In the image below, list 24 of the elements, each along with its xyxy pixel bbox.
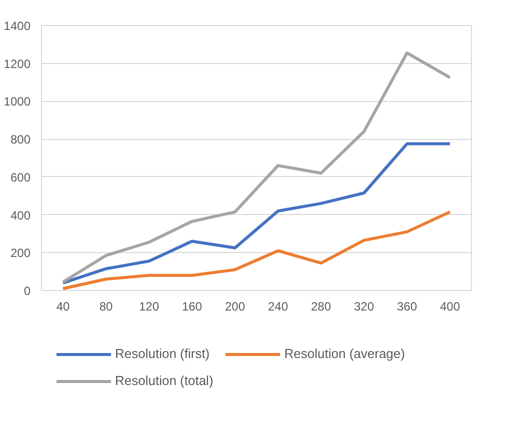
line-series — [62, 210, 452, 290]
x-tick-label: 80 — [99, 300, 113, 314]
x-tick-label: 200 — [224, 300, 246, 314]
line-series — [62, 51, 452, 284]
x-tick-label: 320 — [354, 300, 374, 314]
legend-label: Resolution (total) — [115, 373, 214, 388]
x-tick-label: 360 — [396, 300, 418, 314]
x-tick-label: 280 — [310, 300, 332, 314]
y-tick-label: 1400 — [4, 19, 31, 33]
y-tick-label: 1000 — [4, 94, 31, 109]
x-tick-label: 120 — [138, 300, 160, 314]
y-tick-label: 0 — [24, 284, 31, 298]
x-tick-label: 400 — [440, 300, 460, 314]
y-tick-label: 600 — [10, 170, 31, 184]
x-tick-label: 40 — [56, 300, 70, 314]
line-series — [62, 142, 452, 284]
y-tick-label: 800 — [10, 132, 31, 147]
legend-label: Resolution (average) — [284, 346, 405, 361]
legend-label: Resolution (first) — [115, 346, 210, 361]
y-tick-label: 200 — [10, 246, 31, 260]
x-tick-label: 160 — [182, 300, 202, 314]
y-tick-label: 1200 — [4, 56, 31, 71]
y-tick-label: 400 — [10, 208, 31, 222]
x-tick-label: 240 — [268, 300, 288, 314]
